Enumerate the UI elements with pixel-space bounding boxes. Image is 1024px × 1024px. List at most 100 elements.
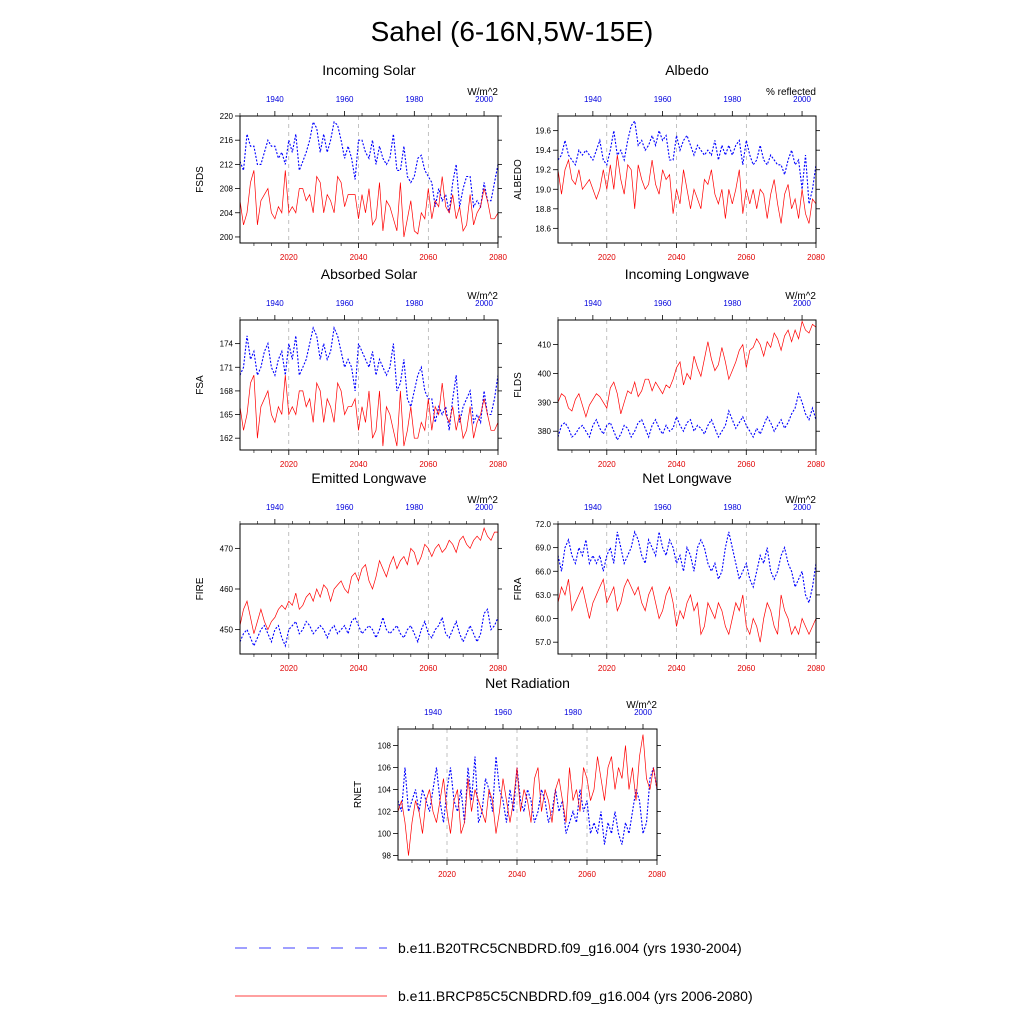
units-label: % reflected bbox=[766, 87, 816, 98]
plot-frame bbox=[239, 115, 499, 244]
top-tick-label: 2000 bbox=[475, 503, 493, 512]
legend: b.e11.B20TRC5CNBDRD.f09_g16.004 (yrs 193… bbox=[235, 940, 753, 1004]
y-tick-label: 19.0 bbox=[535, 185, 551, 194]
y-tick-label: 174 bbox=[220, 340, 234, 349]
y-axis-label: FSDS bbox=[195, 166, 206, 193]
series-rcp85-line bbox=[239, 527, 498, 634]
plot-frame bbox=[557, 319, 817, 451]
top-tick-label: 1960 bbox=[336, 299, 354, 308]
panel-flds: Incoming Longwave W/m^2 FLDS 380 390 400 410 20… bbox=[513, 266, 825, 469]
y-tick-label: 102 bbox=[378, 808, 392, 817]
top-tick-label: 1960 bbox=[336, 503, 354, 512]
bottom-tick-label: 2040 bbox=[350, 253, 368, 262]
bottom-tick-label: 2040 bbox=[350, 460, 368, 469]
legend-label-historical: b.e11.B20TRC5CNBDRD.f09_g16.004 (yrs 193… bbox=[398, 940, 742, 956]
y-tick-label: 104 bbox=[378, 786, 392, 795]
bottom-tick-label: 2060 bbox=[419, 460, 437, 469]
top-tick-label: 1940 bbox=[266, 299, 284, 308]
y-tick-label: 57.0 bbox=[535, 638, 551, 647]
y-tick-label: 380 bbox=[538, 427, 552, 436]
plot-frame bbox=[557, 115, 817, 244]
panel-title: Incoming Longwave bbox=[625, 266, 750, 282]
top-tick-label: 1980 bbox=[405, 95, 423, 104]
units-label: W/m^2 bbox=[626, 700, 657, 711]
bottom-tick-label: 2060 bbox=[737, 664, 755, 673]
top-tick-label: 1940 bbox=[424, 708, 442, 717]
y-tick-label: 63.0 bbox=[535, 591, 551, 600]
top-tick-label: 1940 bbox=[266, 95, 284, 104]
y-tick-label: 470 bbox=[220, 544, 234, 553]
series-historical-line bbox=[239, 608, 499, 648]
top-tick-label: 1940 bbox=[266, 503, 284, 512]
top-tick-label: 2000 bbox=[634, 708, 652, 717]
panel-albedo: Albedo % reflected ALBEDO 18.6 18.8 19.0 19.2 1… bbox=[513, 62, 825, 262]
series-rcp85-line bbox=[557, 155, 817, 224]
top-tick-label: 1980 bbox=[405, 299, 423, 308]
series-rcp85-line bbox=[557, 320, 817, 419]
series-historical-line bbox=[239, 120, 499, 213]
figure-title: Sahel (6-16N,5W-15E) bbox=[371, 16, 654, 47]
bottom-tick-label: 2080 bbox=[807, 253, 825, 262]
panels: Incoming Solar W/m^2 FSDS 200 204 208 212 216 22… bbox=[195, 62, 825, 879]
top-tick-label: 1960 bbox=[654, 503, 672, 512]
legend-label-rcp85: b.e11.BRCP85C5CNBDRD.f09_g16.004 (yrs 20… bbox=[398, 988, 753, 1004]
bottom-tick-label: 2060 bbox=[578, 870, 596, 879]
y-tick-label: 450 bbox=[220, 626, 234, 635]
series-rcp85-line bbox=[557, 577, 817, 643]
bottom-tick-label: 2080 bbox=[489, 664, 507, 673]
top-tick-label: 1940 bbox=[584, 299, 602, 308]
y-tick-label: 72.0 bbox=[535, 520, 551, 529]
y-tick-label: 19.2 bbox=[535, 166, 551, 175]
panel-fsds: Incoming Solar W/m^2 FSDS 200 204 208 212 216 22… bbox=[195, 62, 507, 262]
y-axis-label: FIRA bbox=[513, 577, 524, 600]
series-rcp85-line bbox=[239, 375, 499, 447]
bottom-tick-label: 2020 bbox=[438, 870, 456, 879]
bottom-tick-label: 2020 bbox=[280, 253, 298, 262]
y-tick-label: 18.8 bbox=[535, 205, 551, 214]
bottom-tick-label: 2020 bbox=[598, 253, 616, 262]
y-tick-label: 19.4 bbox=[535, 146, 551, 155]
top-tick-label: 1960 bbox=[336, 95, 354, 104]
y-tick-label: 410 bbox=[538, 341, 552, 350]
y-tick-label: 162 bbox=[220, 434, 234, 443]
panel-title: Net Longwave bbox=[642, 470, 732, 486]
bottom-tick-label: 2080 bbox=[648, 870, 666, 879]
top-tick-label: 2000 bbox=[475, 95, 493, 104]
bottom-tick-label: 2080 bbox=[489, 253, 507, 262]
panel-title: Absorbed Solar bbox=[321, 266, 418, 282]
y-tick-label: 69.0 bbox=[535, 544, 551, 553]
bottom-tick-label: 2040 bbox=[668, 664, 686, 673]
y-axis-label: FSA bbox=[195, 375, 206, 395]
top-tick-label: 1960 bbox=[494, 708, 512, 717]
y-tick-label: 66.0 bbox=[535, 567, 551, 576]
y-tick-label: 18.6 bbox=[535, 224, 551, 233]
bottom-tick-label: 2040 bbox=[350, 664, 368, 673]
series-historical-line bbox=[557, 530, 817, 605]
series-historical-line bbox=[239, 325, 499, 431]
top-tick-label: 1980 bbox=[723, 299, 741, 308]
y-tick-label: 460 bbox=[220, 585, 234, 594]
bottom-tick-label: 2080 bbox=[807, 460, 825, 469]
units-label: W/m^2 bbox=[467, 87, 498, 98]
panel-title: Emitted Longwave bbox=[311, 470, 426, 486]
bottom-tick-label: 2060 bbox=[737, 460, 755, 469]
y-tick-label: 220 bbox=[220, 112, 234, 121]
bottom-tick-label: 2060 bbox=[419, 253, 437, 262]
bottom-tick-label: 2040 bbox=[668, 460, 686, 469]
y-tick-label: 400 bbox=[538, 369, 552, 378]
units-label: W/m^2 bbox=[467, 291, 498, 302]
y-tick-label: 216 bbox=[220, 136, 234, 145]
y-axis-label: FLDS bbox=[513, 372, 524, 398]
panel-fire: Emitted Longwave W/m^2 FIRE 450 460 470 2020 20… bbox=[195, 470, 507, 673]
panel-title: Incoming Solar bbox=[322, 62, 416, 78]
y-tick-label: 212 bbox=[220, 160, 234, 169]
y-tick-label: 100 bbox=[378, 830, 392, 839]
units-label: W/m^2 bbox=[467, 495, 498, 506]
y-tick-label: 171 bbox=[220, 363, 234, 372]
bottom-tick-label: 2020 bbox=[598, 460, 616, 469]
units-label: W/m^2 bbox=[785, 495, 816, 506]
y-tick-label: 165 bbox=[220, 411, 234, 420]
y-tick-label: 106 bbox=[378, 764, 392, 773]
units-label: W/m^2 bbox=[785, 291, 816, 302]
